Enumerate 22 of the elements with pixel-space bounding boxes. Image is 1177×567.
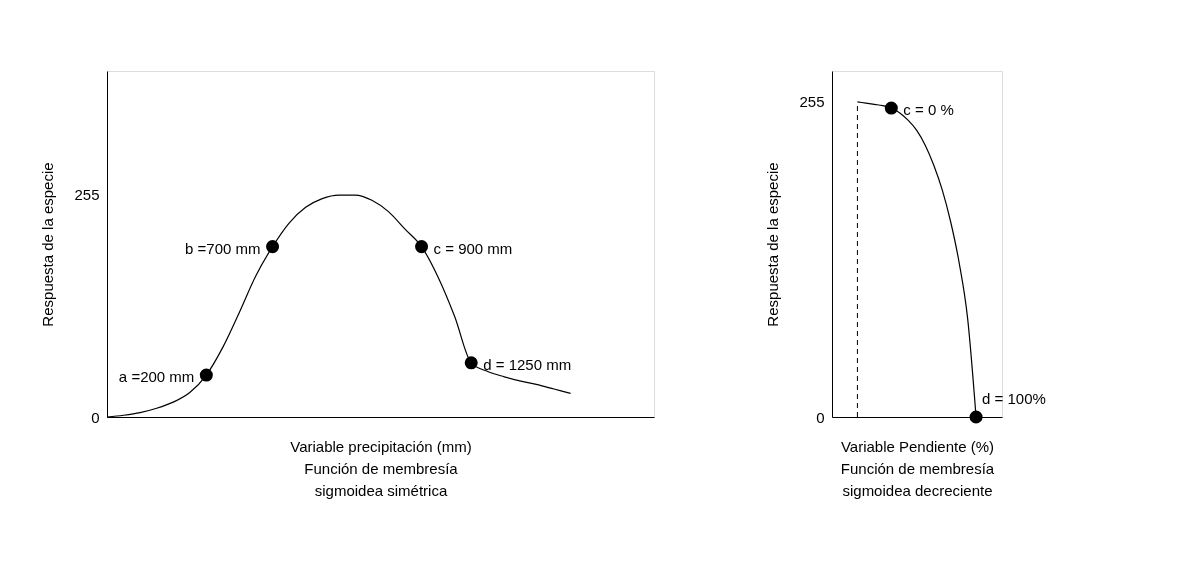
point [415,240,429,254]
point [199,368,213,382]
annotation: b =700 mm [185,239,261,257]
y-axis-title: Respuesta de la especie [764,162,782,327]
y-tick-label: 0 [816,408,825,426]
x-axis-title: Variable precipitación (mm) [290,437,472,455]
y-axis-title: Respuesta de la especie [39,162,57,327]
point [464,356,478,370]
annotation: d = 1250 mm [483,355,572,373]
y-tick-label: 255 [74,185,100,203]
annotation: c = 0 % [903,101,954,119]
text: sigmoidea decreciente [842,481,993,499]
text: sigmoidea simétrica [314,481,448,499]
text: Función de membresía [304,459,459,477]
y-tick-label: 0 [91,408,100,426]
text: d = 100% [982,390,1046,407]
annotation: a =200 mm [118,368,195,386]
point [266,240,280,254]
y-tick-label: 255 [799,93,825,111]
text: Función de membresía [840,459,995,477]
annotation: c = 900 mm [433,239,513,257]
x-axis-title: Variable Pendiente (%) [840,437,995,455]
